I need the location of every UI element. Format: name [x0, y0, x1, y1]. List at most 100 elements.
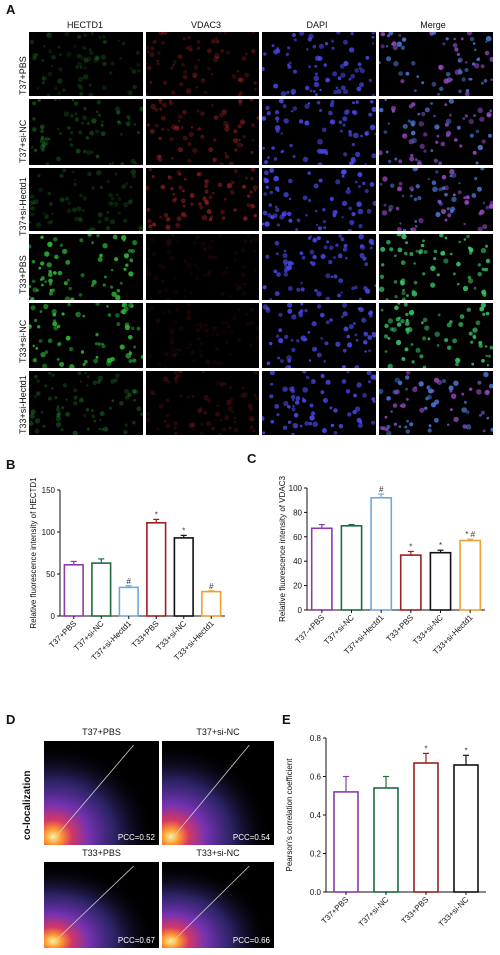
- colocalization-plot-1: T37+PBS PCC=0.52: [44, 727, 159, 845]
- micrograph-vdac3-row-4: [146, 234, 259, 300]
- micrograph-dapi-row-5: [262, 303, 376, 368]
- micrograph-vdac3-row-2: [146, 99, 259, 165]
- bar: [453, 764, 479, 893]
- significance-marker: *: [464, 746, 467, 755]
- y-tick-label: 0.2: [310, 850, 322, 859]
- y-tick-label: 0: [51, 612, 56, 621]
- micrograph-merge-row-1: [379, 32, 493, 96]
- colocalization-side-label: co-localization: [22, 770, 33, 840]
- bar: [340, 524, 363, 611]
- y-tick-label: 0.6: [310, 773, 322, 782]
- panel-letter-e: E: [282, 712, 291, 727]
- category-label: T33+PBS: [385, 613, 416, 644]
- colocalization-plot-4: T33+si-NC PCC=0.66: [162, 848, 274, 948]
- micrograph-merge-row-2: [379, 99, 493, 165]
- significance-marker: *: [424, 744, 427, 753]
- column-header-dapi: DAPI: [306, 20, 328, 30]
- row-label-t37-pbs: T37+PBS: [18, 56, 28, 95]
- micrograph-dapi-row-2: [262, 99, 376, 165]
- pcc-value: PCC=0.67: [117, 936, 155, 945]
- micrograph-dapi-row-1: [262, 32, 376, 96]
- colocalization-plot-title: T33+si-NC: [196, 848, 240, 858]
- y-tick-label: 150: [42, 486, 56, 495]
- y-tick-label: 100: [42, 528, 56, 537]
- y-axis-label: Pearson's correlation coefficient: [285, 758, 294, 872]
- micrograph-hectd1-row-5: [29, 303, 143, 368]
- row-label-t33-si-hectd1: T33+si-Hectd1: [18, 375, 28, 434]
- bar: [310, 527, 333, 611]
- bar: [91, 562, 112, 617]
- density-heatmap: [162, 741, 274, 845]
- category-label: T33+si-NC: [437, 895, 471, 929]
- colocalization-plot-title: T33+PBS: [82, 848, 121, 858]
- micrograph-dapi-row-3: [262, 168, 376, 231]
- micrograph-dapi-row-6: [262, 371, 376, 435]
- micrograph-vdac3-row-1: [146, 32, 259, 96]
- bar: [459, 539, 482, 611]
- y-tick-label: 40: [293, 557, 302, 566]
- micrograph-vdac3-row-6: [146, 371, 259, 435]
- micrograph-merge-row-6: [379, 371, 493, 435]
- column-header-hectd1: HECTD1: [66, 20, 103, 30]
- panel-letter-c: C: [247, 451, 257, 466]
- column-header-vdac3: VDAC3: [190, 20, 221, 30]
- category-label: T37+si-NC: [357, 895, 391, 929]
- colocalization-plot-3: T33+PBS PCC=0.67: [44, 848, 159, 948]
- y-tick-label: 0.0: [310, 888, 322, 897]
- row-label-t37-si-hectd1: T37+si-Hectd1: [18, 177, 28, 236]
- micrograph-hectd1-row-1: [29, 32, 143, 96]
- category-label: T33+PBS: [400, 895, 431, 926]
- micrograph-hectd1-row-2: [29, 99, 143, 165]
- bar: [413, 762, 439, 893]
- micrograph-hectd1-row-4: [29, 234, 143, 300]
- bar: [201, 590, 222, 617]
- bar: [370, 496, 393, 611]
- micrograph-dapi-row-4: [262, 234, 376, 300]
- significance-marker: *: [439, 541, 442, 550]
- y-tick-label: 50: [46, 570, 55, 579]
- colocalization-plot-title: T37+PBS: [82, 727, 121, 737]
- bar-chart-hectd1: 0 50 100 150 Relative fluorescence intensity…: [29, 477, 225, 662]
- density-heatmap: [44, 741, 159, 845]
- column-header-merge: Merge: [420, 20, 446, 30]
- pcc-value: PCC=0.66: [232, 936, 270, 945]
- y-tick-label: 0: [298, 606, 303, 615]
- significance-marker: #: [379, 485, 384, 494]
- bar-chart-pearson: 0.0 0.2 0.4 0.6 0.8 Pearson's correlation coe…: [285, 734, 486, 929]
- significance-marker: #: [209, 582, 214, 591]
- y-tick-label: 0.4: [310, 811, 322, 820]
- micrograph-hectd1-row-6: [29, 371, 143, 435]
- significance-marker: *: [182, 526, 185, 535]
- bar: [429, 551, 452, 611]
- bar: [173, 537, 194, 617]
- significance-marker: *: [409, 542, 412, 551]
- panel-letter-b: B: [6, 457, 16, 472]
- bar: [63, 564, 84, 617]
- micrograph-merge-row-4: [379, 234, 493, 300]
- y-tick-label: 60: [293, 533, 302, 542]
- diagonal-line: [51, 865, 134, 945]
- panel-letter-a: A: [6, 2, 16, 17]
- significance-marker: *: [155, 510, 158, 519]
- micrograph-hectd1-row-3: [29, 168, 143, 231]
- pcc-value: PCC=0.54: [232, 833, 270, 842]
- y-tick-label: 0.8: [310, 734, 322, 743]
- colocalization-plot-2: T37+si-NC PCC=0.54: [162, 727, 274, 845]
- y-tick-label: 100: [289, 484, 303, 493]
- y-tick-label: 20: [293, 582, 302, 591]
- diagonal-line: [51, 744, 135, 842]
- category-label: T37-+PBS: [294, 613, 327, 646]
- bar: [146, 521, 167, 617]
- row-label-t33-pbs: T33+PBS: [18, 255, 28, 294]
- diagonal-line: [169, 865, 250, 945]
- y-tick-label: 80: [293, 508, 302, 517]
- micrograph-merge-row-3: [379, 168, 493, 231]
- category-label: T37+PBS: [320, 895, 351, 926]
- diagonal-line: [169, 744, 250, 842]
- bar: [118, 586, 139, 617]
- micrograph-vdac3-row-3: [146, 168, 259, 231]
- pcc-value: PCC=0.52: [117, 833, 155, 842]
- y-axis-label: Relative fluorescence intensity of VDAC3: [278, 476, 287, 622]
- significance-marker: * #: [465, 530, 475, 539]
